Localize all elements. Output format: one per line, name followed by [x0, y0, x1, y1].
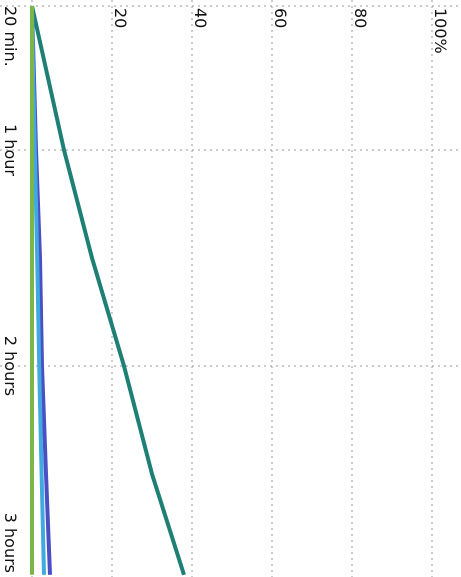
series-line: [30, 5, 186, 576]
y-tick-label: 20: [111, 8, 130, 28]
x-tick-label: 2 hours: [1, 336, 20, 396]
x-tick-label: 3 hours: [1, 513, 20, 573]
y-tick-label: 40: [191, 8, 210, 28]
x-tick-label: 1 hour: [1, 124, 20, 176]
x-tick-label: 20 min.: [1, 6, 20, 67]
y-tick-label: 60: [271, 8, 290, 28]
y-tick-label: 80: [351, 8, 370, 28]
y-tick-label: 100%: [431, 8, 450, 54]
